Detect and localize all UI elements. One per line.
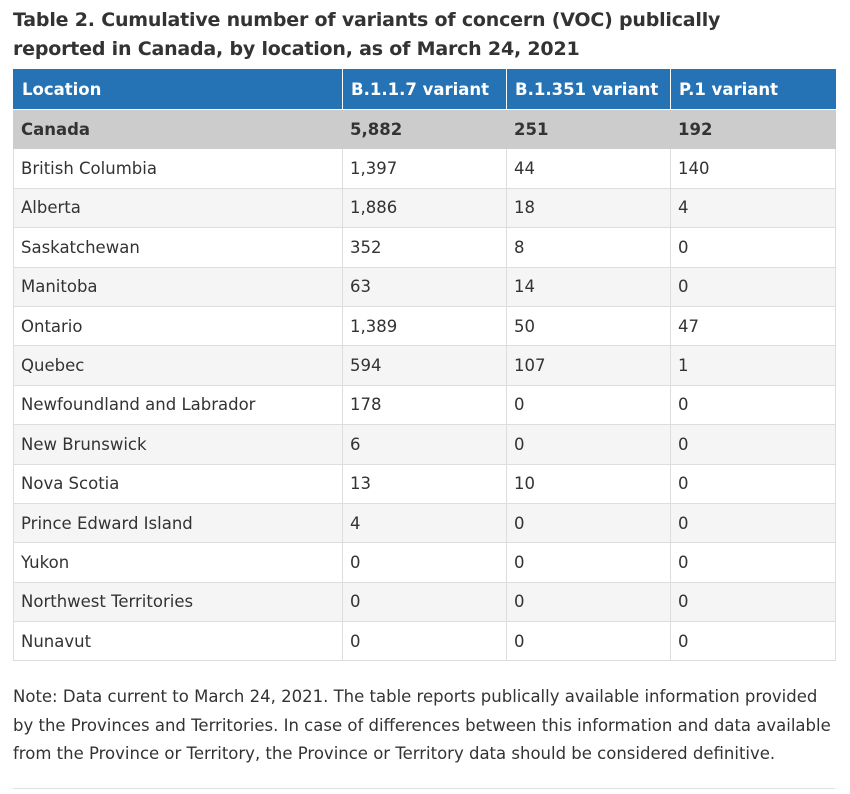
p1-cell: 4 bbox=[670, 187, 836, 229]
p1-cell: 0 bbox=[670, 424, 836, 465]
location-cell: Alberta bbox=[13, 187, 343, 229]
location-cell: British Columbia bbox=[13, 148, 343, 189]
location-cell: Prince Edward Island bbox=[13, 502, 343, 544]
b117-cell: 4 bbox=[342, 502, 507, 544]
table-row: Nunavut 0 0 0 bbox=[13, 621, 836, 662]
location-cell: Northwest Territories bbox=[13, 581, 343, 623]
p1-cell: 0 bbox=[670, 227, 836, 268]
table-row: Quebec 594 107 1 bbox=[13, 345, 836, 386]
p1-cell: 0 bbox=[670, 502, 836, 544]
table-row: British Columbia 1,397 44 140 bbox=[13, 148, 836, 189]
p1-cell: 0 bbox=[670, 463, 836, 504]
b1351-cell: 0 bbox=[506, 542, 671, 583]
location-cell: Yukon bbox=[13, 542, 343, 583]
b1351-cell: 50 bbox=[506, 305, 671, 347]
location-cell: New Brunswick bbox=[13, 424, 343, 465]
b1351-cell: 0 bbox=[506, 581, 671, 623]
b1351-cell: 251 bbox=[506, 108, 671, 150]
table-note: Note: Data current to March 24, 2021. Th… bbox=[13, 687, 831, 763]
table-row: New Brunswick 6 0 0 bbox=[13, 424, 836, 465]
location-cell: Canada bbox=[13, 108, 343, 150]
b117-cell: 5,882 bbox=[342, 108, 507, 150]
b1351-cell: 44 bbox=[506, 148, 671, 189]
p1-cell: 1 bbox=[670, 345, 836, 386]
b1351-cell: 0 bbox=[506, 502, 671, 544]
p1-cell: 140 bbox=[670, 148, 836, 189]
table-row: Newfoundland and Labrador 178 0 0 bbox=[13, 384, 836, 426]
table-header-row: Location B.1.1.7 variant B.1.351 variant… bbox=[13, 69, 836, 110]
p1-cell: 0 bbox=[670, 621, 836, 662]
b117-cell: 13 bbox=[342, 463, 507, 504]
p1-cell: 0 bbox=[670, 266, 836, 307]
table-row: Northwest Territories 0 0 0 bbox=[13, 581, 836, 623]
location-cell: Saskatchewan bbox=[13, 227, 343, 268]
b117-cell: 1,389 bbox=[342, 305, 507, 347]
b1351-cell: 0 bbox=[506, 424, 671, 465]
b1351-cell: 107 bbox=[506, 345, 671, 386]
b1351-cell: 10 bbox=[506, 463, 671, 504]
b117-cell: 1,886 bbox=[342, 187, 507, 229]
column-header-b1351[interactable]: B.1.351 variant bbox=[506, 69, 671, 110]
b117-cell: 1,397 bbox=[342, 148, 507, 189]
table-row: Alberta 1,886 18 4 bbox=[13, 187, 836, 229]
table-caption: Table 2. Cumulative number of variants o… bbox=[13, 9, 721, 60]
location-cell: Nova Scotia bbox=[13, 463, 343, 504]
table-row: Yukon 0 0 0 bbox=[13, 542, 836, 583]
location-cell: Nunavut bbox=[13, 621, 343, 662]
p1-cell: 47 bbox=[670, 305, 836, 347]
table-row: Nova Scotia 13 10 0 bbox=[13, 463, 836, 504]
b1351-cell: 8 bbox=[506, 227, 671, 268]
voc-table: Location B.1.1.7 variant B.1.351 variant… bbox=[13, 69, 836, 662]
table-row: Saskatchewan 352 8 0 bbox=[13, 227, 836, 268]
table-row: Manitoba 63 14 0 bbox=[13, 266, 836, 307]
divider bbox=[13, 788, 835, 789]
column-header-b117[interactable]: B.1.1.7 variant bbox=[342, 69, 507, 110]
b117-cell: 0 bbox=[342, 621, 507, 662]
location-cell: Quebec bbox=[13, 345, 343, 386]
p1-cell: 0 bbox=[670, 581, 836, 623]
table-row: Ontario 1,389 50 47 bbox=[13, 305, 836, 347]
location-cell: Ontario bbox=[13, 305, 343, 347]
total-row: Canada 5,882 251 192 bbox=[13, 108, 836, 150]
b117-cell: 178 bbox=[342, 384, 507, 426]
location-cell: Manitoba bbox=[13, 266, 343, 307]
b1351-cell: 0 bbox=[506, 384, 671, 426]
b1351-cell: 0 bbox=[506, 621, 671, 662]
b1351-cell: 18 bbox=[506, 187, 671, 229]
p1-cell: 0 bbox=[670, 542, 836, 583]
b117-cell: 6 bbox=[342, 424, 507, 465]
b117-cell: 0 bbox=[342, 581, 507, 623]
column-header-location[interactable]: Location bbox=[13, 69, 343, 110]
p1-cell: 192 bbox=[670, 108, 836, 150]
p1-cell: 0 bbox=[670, 384, 836, 426]
b117-cell: 352 bbox=[342, 227, 507, 268]
b117-cell: 63 bbox=[342, 266, 507, 307]
b1351-cell: 14 bbox=[506, 266, 671, 307]
location-cell: Newfoundland and Labrador bbox=[13, 384, 343, 426]
b117-cell: 594 bbox=[342, 345, 507, 386]
table-row: Prince Edward Island 4 0 0 bbox=[13, 502, 836, 544]
column-header-p1[interactable]: P.1 variant bbox=[670, 69, 836, 110]
b117-cell: 0 bbox=[342, 542, 507, 583]
